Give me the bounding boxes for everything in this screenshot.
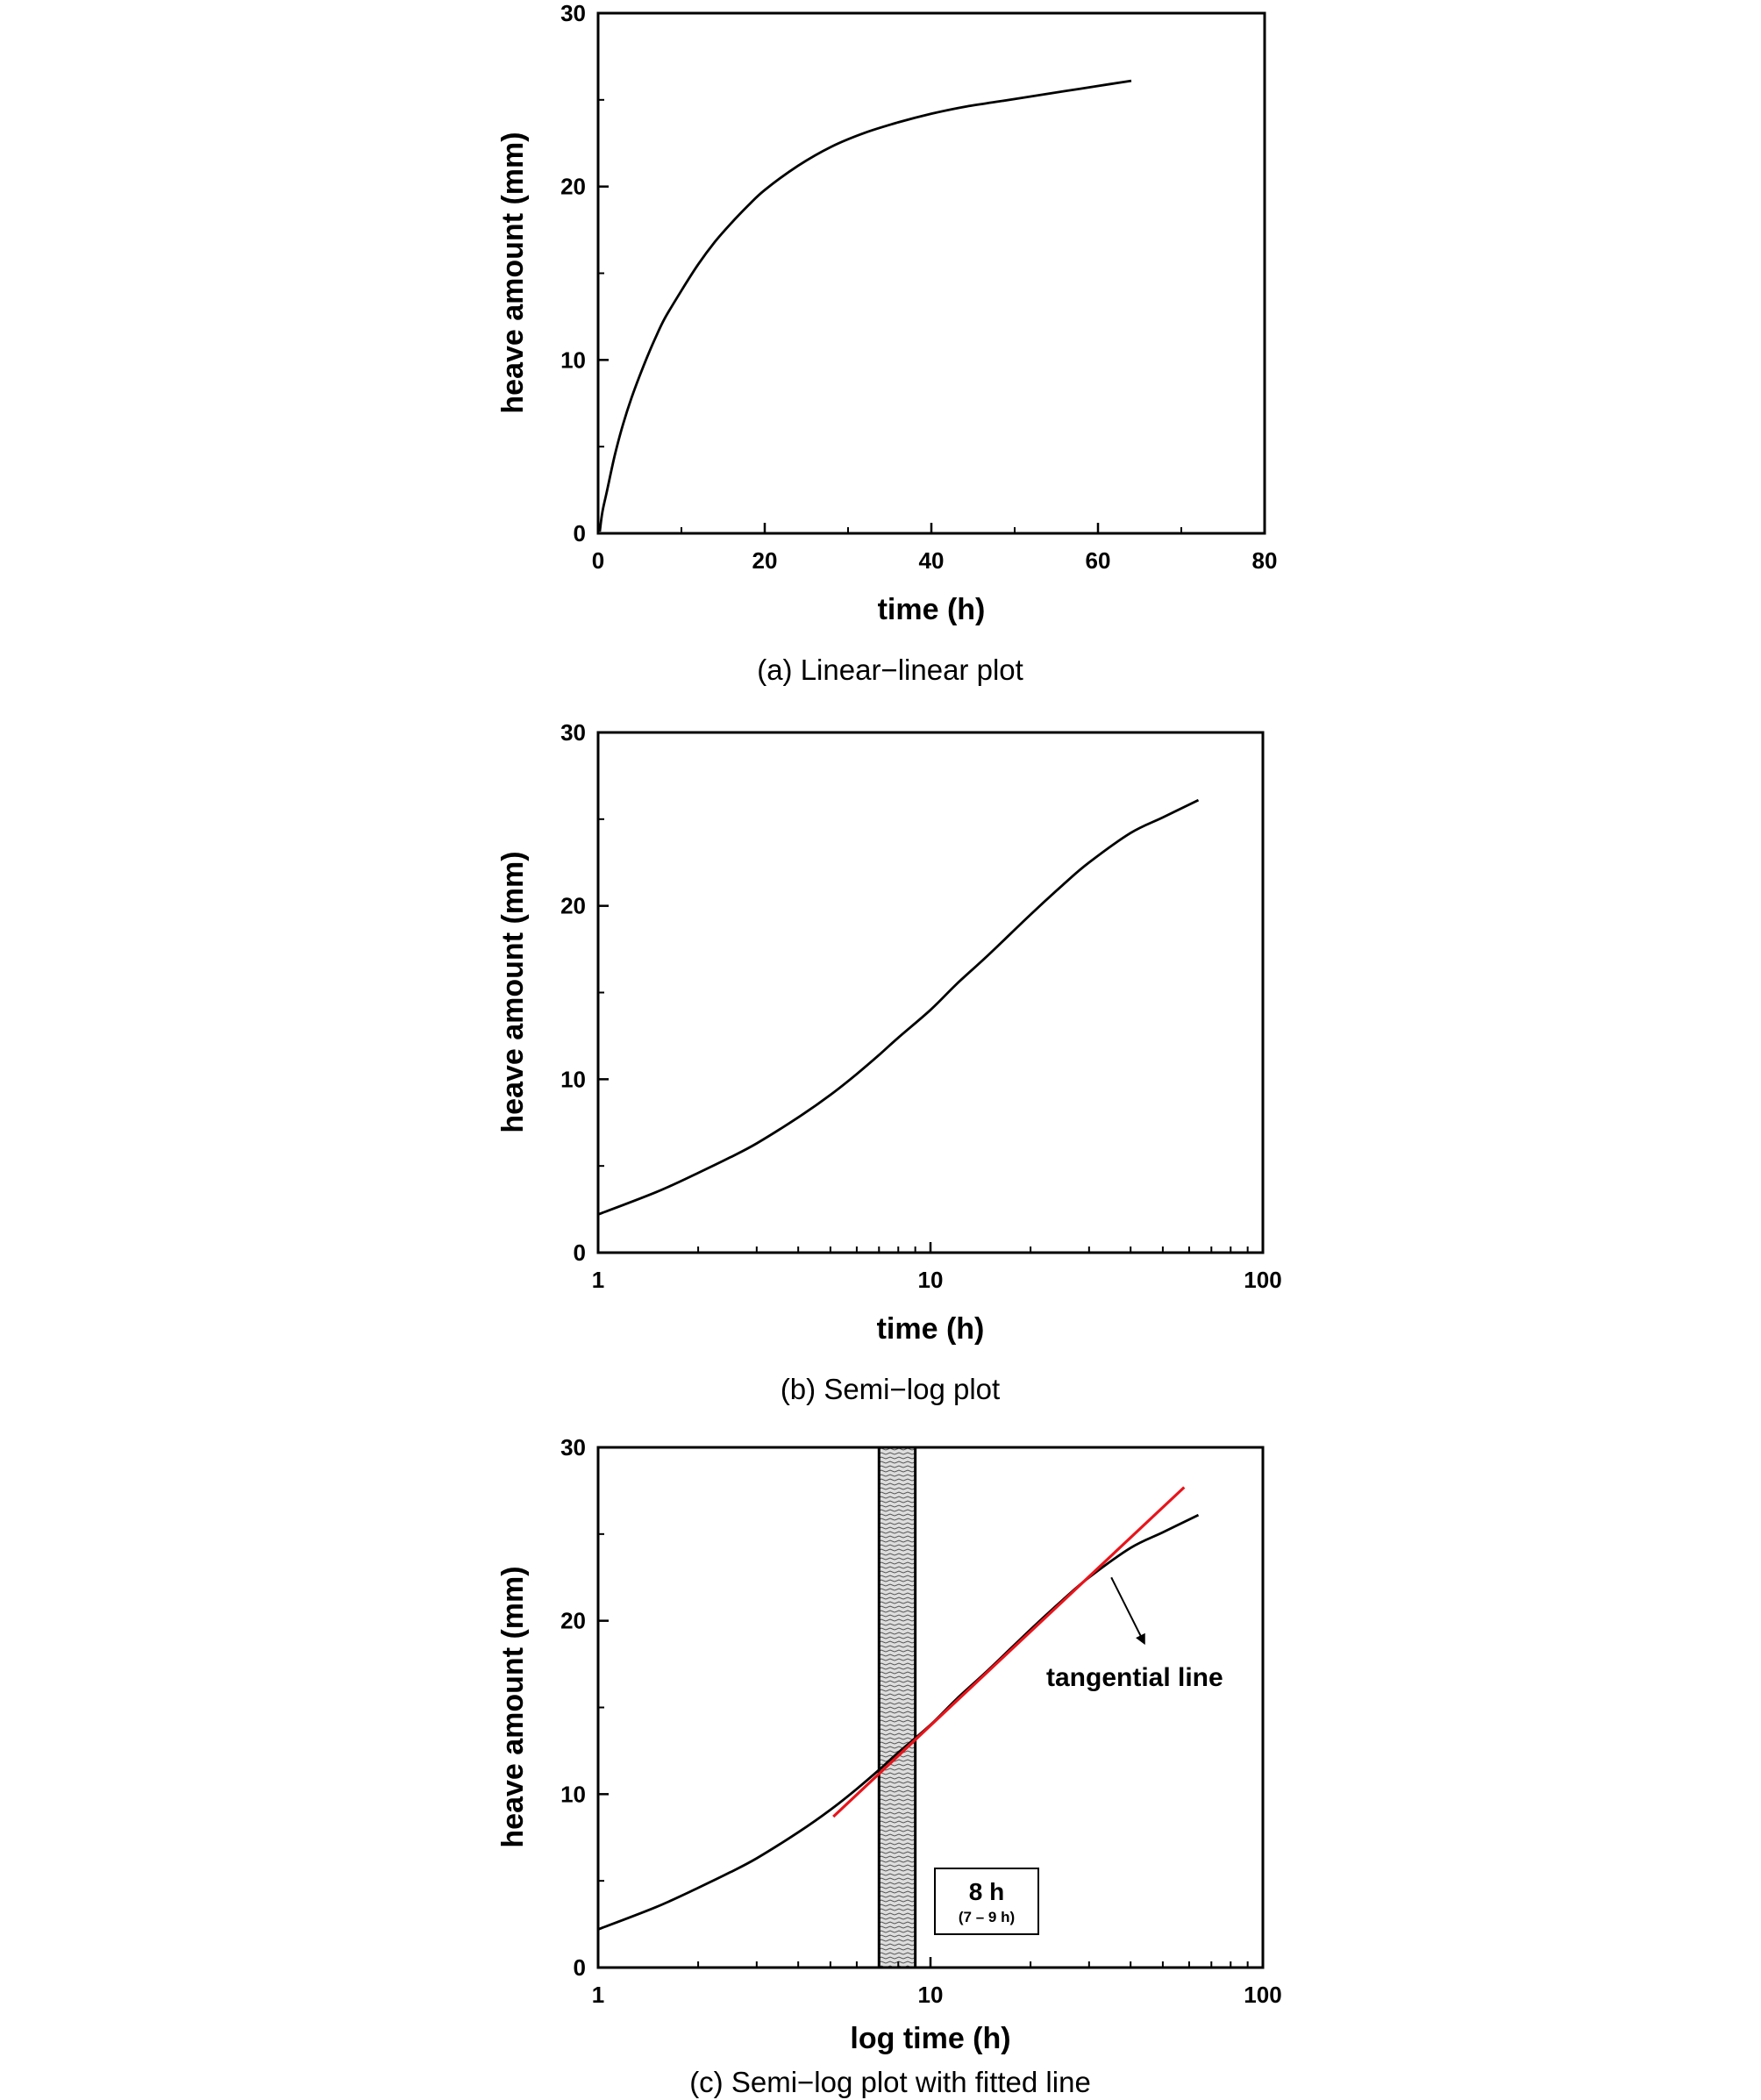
y-axis-title: heave amount (mm) xyxy=(496,851,530,1132)
chart-panel-a: 0 20 40 60 80 0 10 20 30 time (h) heave amount … xyxy=(0,0,1761,693)
panel-caption: (a) Linear−linear plot xyxy=(757,654,1023,686)
x-ticks: 1 10 100 xyxy=(592,1242,1282,1293)
duration-box-subtitle: (7 – 9 h) xyxy=(959,1909,1015,1925)
y-tick-label: 10 xyxy=(560,346,586,373)
x-axis-title: log time (h) xyxy=(850,2022,1010,2055)
y-axis-title: heave amount (mm) xyxy=(496,1566,530,1847)
x-ticks: 1 10 100 xyxy=(592,1957,1282,2008)
fitted-tangent-line xyxy=(832,1486,1186,1818)
x-tick-label: 60 xyxy=(1086,547,1111,574)
duration-box xyxy=(934,1868,1039,1935)
y-tick-label: 20 xyxy=(560,174,586,200)
y-tick-label: 0 xyxy=(574,1954,586,1981)
y-tick-label: 0 xyxy=(574,1239,586,1266)
tangent-arrow xyxy=(1110,1576,1145,1646)
duration-box-title: 8 h xyxy=(969,1878,1004,1905)
series-group xyxy=(597,1486,1200,1931)
y-ticks: 0 10 20 30 xyxy=(560,1434,609,1981)
annotation-group xyxy=(1110,1576,1145,1646)
x-ticks: 0 20 40 60 80 xyxy=(592,523,1278,574)
y-axis-title: heave amount (mm) xyxy=(496,132,530,413)
x-tick-label: 100 xyxy=(1244,1267,1281,1293)
y-tick-label: 20 xyxy=(560,893,586,919)
x-axis-title: time (h) xyxy=(878,593,986,626)
x-tick-label: 20 xyxy=(752,547,778,574)
chart-b-svg: 1 10 100 0 10 20 30 time (h) heave amount (mm… xyxy=(496,719,1282,1405)
plot-frame xyxy=(596,1446,1265,1969)
chart-c-svg: 1 10 100 0 10 20 30 tangential line 8 h (7 – … xyxy=(496,1434,1282,2098)
x-tick-label: 100 xyxy=(1244,1982,1281,2008)
series-group xyxy=(597,798,1200,1216)
plot-frame xyxy=(596,731,1265,1254)
tangent-label: tangential line xyxy=(1046,1663,1223,1692)
shaded-band xyxy=(877,1446,917,1969)
y-tick-label: 30 xyxy=(560,1434,586,1461)
heave-curve xyxy=(597,798,1200,1216)
x-axis-title: time (h) xyxy=(877,1312,985,1346)
chart-panel-c: 1 10 100 0 10 20 30 tangential line 8 h (7 – … xyxy=(0,1434,1761,2100)
y-ticks: 0 10 20 30 xyxy=(560,0,609,546)
y-tick-label: 10 xyxy=(560,1781,586,1807)
plot-frame xyxy=(596,11,1266,535)
panel-caption: (b) Semi−log plot xyxy=(781,1373,1000,1405)
x-tick-label: 0 xyxy=(592,547,604,574)
chart-panel-b: 1 10 100 0 10 20 30 time (h) heave amount (mm… xyxy=(0,715,1761,1408)
series-group xyxy=(598,79,1132,532)
x-tick-label: 80 xyxy=(1252,547,1278,574)
x-tick-label: 10 xyxy=(918,1267,944,1293)
heave-curve xyxy=(598,79,1132,532)
y-tick-label: 20 xyxy=(560,1608,586,1634)
x-tick-label: 1 xyxy=(592,1267,604,1293)
y-tick-label: 0 xyxy=(574,520,586,546)
x-tick-label: 40 xyxy=(919,547,945,574)
y-tick-label: 30 xyxy=(560,0,586,26)
y-ticks: 0 10 20 30 xyxy=(560,719,609,1266)
panel-caption: (c) Semi−log plot with fitted line xyxy=(689,2066,1091,2098)
chart-a-svg: 0 20 40 60 80 0 10 20 30 time (h) heave amount … xyxy=(496,0,1278,686)
y-tick-label: 10 xyxy=(560,1066,586,1092)
x-tick-label: 10 xyxy=(918,1982,944,2008)
x-tick-label: 1 xyxy=(592,1982,604,2008)
shaded-band-group xyxy=(877,1446,917,1969)
y-tick-label: 30 xyxy=(560,719,586,746)
